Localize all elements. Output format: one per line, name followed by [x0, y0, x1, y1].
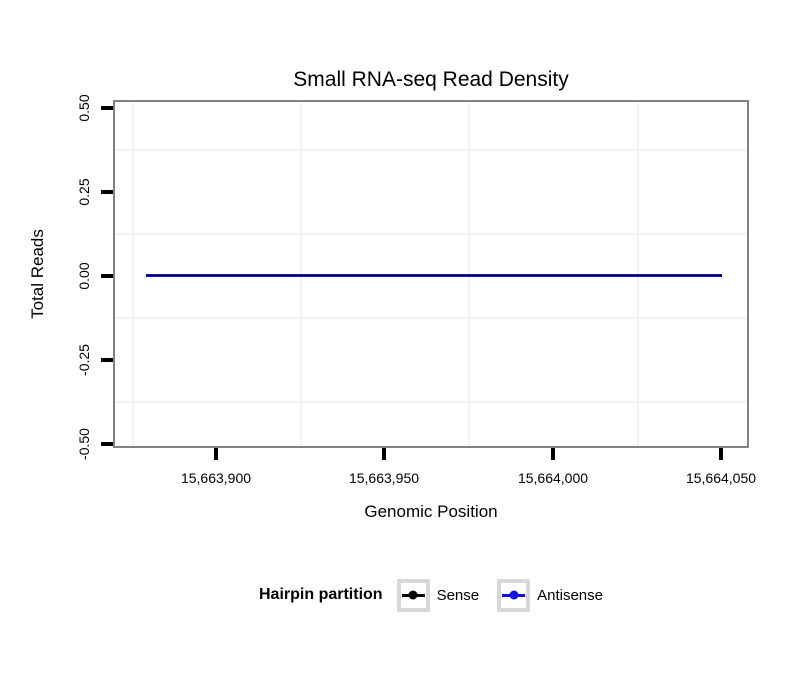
y-tick-label: -0.50 — [76, 428, 92, 460]
legend: Hairpin partition Sense Antisense — [113, 577, 749, 613]
legend-label-antisense: Antisense — [537, 586, 603, 604]
legend-label-sense: Sense — [436, 586, 480, 604]
sense-point-swatch-icon — [408, 590, 418, 600]
y-tick-mark — [101, 106, 113, 110]
x-tick-mark — [382, 448, 386, 460]
x-tick-mark — [214, 448, 218, 460]
x-tick-label: 15,663,900 — [180, 470, 252, 486]
y-tick-mark — [101, 274, 113, 278]
x-tick-mark — [551, 448, 555, 460]
chart-title: Small RNA-seq Read Density — [293, 68, 569, 91]
minor-gridline-vertical — [132, 102, 134, 446]
x-tick-mark — [719, 448, 723, 460]
x-tick-label: 15,663,950 — [348, 470, 420, 486]
y-tick-mark — [101, 358, 113, 362]
legend-key-sense — [396, 578, 430, 612]
x-tick-label: 15,664,000 — [517, 470, 589, 486]
legend-title: Hairpin partition — [259, 586, 383, 603]
y-tick-label: 0.50 — [76, 94, 92, 122]
y-tick-label: -0.25 — [76, 344, 92, 376]
x-tick-label: 15,664,050 — [685, 470, 757, 486]
y-axis-title: Total Reads — [28, 229, 47, 319]
y-tick-label: 0.25 — [76, 178, 92, 206]
sense-line — [146, 275, 722, 276]
y-tick-mark — [101, 442, 113, 446]
minor-gridline-horizontal — [115, 149, 747, 151]
minor-gridline-horizontal — [115, 233, 747, 235]
y-tick-label: 0.00 — [76, 262, 92, 290]
y-tick-mark — [101, 190, 113, 194]
minor-gridline-horizontal — [115, 317, 747, 319]
plot-panel — [113, 100, 749, 448]
antisense-point-swatch-icon — [509, 590, 519, 600]
minor-gridline-horizontal — [115, 401, 747, 403]
x-axis-title: Genomic Position — [364, 502, 498, 521]
legend-key-antisense — [497, 578, 531, 612]
